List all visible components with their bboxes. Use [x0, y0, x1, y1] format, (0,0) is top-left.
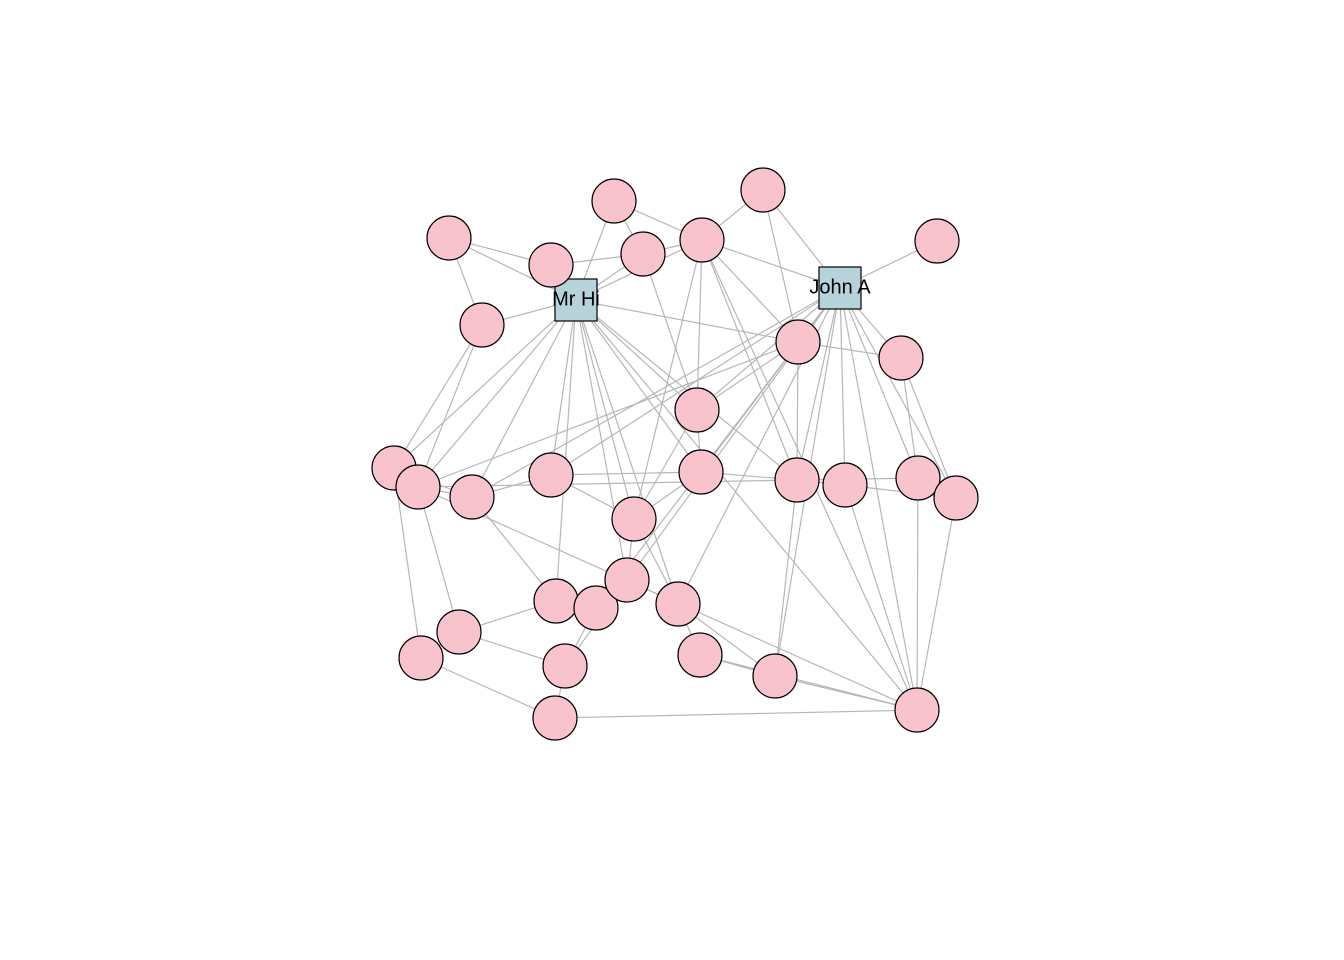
graph-node: [678, 633, 722, 677]
graph-node: [934, 476, 978, 520]
graph-node: [879, 336, 923, 380]
graph-node: [776, 320, 820, 364]
node-label: Mr Hi: [552, 288, 600, 310]
graph-edge: [840, 288, 845, 485]
graph-edge: [551, 300, 576, 475]
graph-node: [534, 579, 578, 623]
graph-node: [427, 216, 471, 260]
graph-node: [529, 243, 573, 287]
graph-node: [621, 232, 665, 276]
graph-edge: [576, 300, 627, 580]
graph-edge: [775, 480, 797, 676]
graph-edge: [917, 478, 918, 710]
graph-edge: [845, 485, 917, 710]
graph-node: [592, 179, 636, 223]
graph-node: [775, 458, 819, 502]
graph-edge: [394, 325, 482, 468]
graph-node: [450, 475, 494, 519]
graph-node: [675, 388, 719, 432]
graph-node: [895, 688, 939, 732]
graph-node: [656, 582, 700, 626]
graph-node: [543, 644, 587, 688]
node-label: John A: [809, 276, 871, 298]
graph-node: [399, 636, 443, 680]
graph-edge: [555, 710, 917, 718]
graph-edge: [643, 254, 697, 410]
graph-node: [823, 463, 867, 507]
graph-node: [753, 654, 797, 698]
network-graph: Mr Hi John A: [0, 0, 1344, 960]
graph-edge: [418, 342, 798, 487]
graph-edge: [418, 325, 482, 487]
graph-node: [612, 497, 656, 541]
graph-edge: [697, 240, 702, 410]
graph-node: [529, 453, 573, 497]
graph-edge: [917, 498, 956, 710]
graph-node: [396, 465, 440, 509]
graph-node: [741, 168, 785, 212]
graph-node: [533, 696, 577, 740]
graph-edge: [700, 655, 917, 710]
graph-node: [896, 456, 940, 500]
graph-node: [460, 303, 504, 347]
graph-node: [915, 219, 959, 263]
nodes-layer: [372, 168, 978, 740]
graph-node: [437, 610, 481, 654]
graph-node: [679, 450, 723, 494]
graph-edge: [840, 288, 918, 478]
graph-node: [605, 558, 649, 602]
graph-node: [680, 218, 724, 262]
